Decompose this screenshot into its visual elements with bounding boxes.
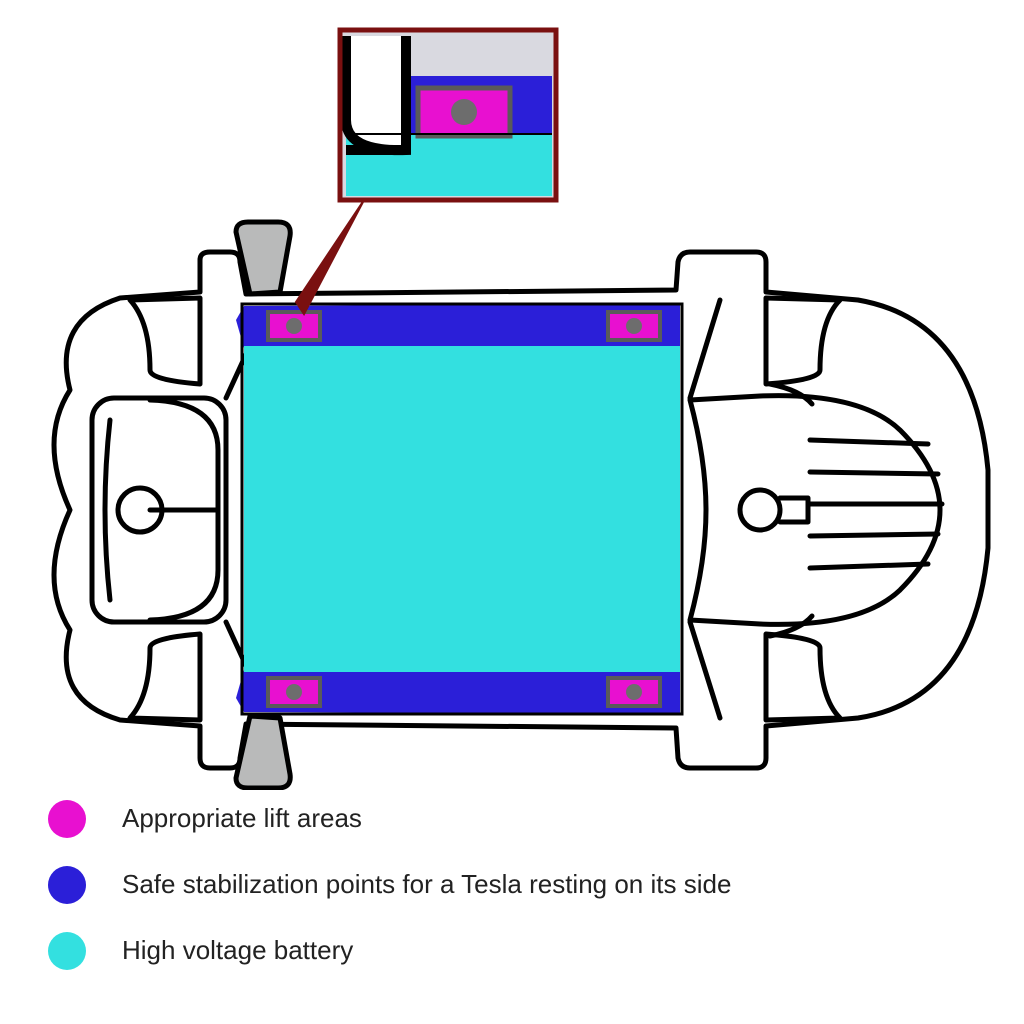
legend-label: High voltage battery: [122, 935, 353, 966]
legend-swatch: [48, 866, 86, 904]
callout-arrow: [296, 200, 364, 314]
legend-item-stabilization: Safe stabilization points for a Tesla re…: [48, 866, 731, 904]
legend-item-lift-areas: Appropriate lift areas: [48, 800, 731, 838]
legend-item-hv-battery: High voltage battery: [48, 932, 731, 970]
hv-battery-area: [244, 346, 680, 672]
legend: Appropriate lift areas Safe stabilizatio…: [48, 800, 731, 998]
legend-swatch: [48, 800, 86, 838]
inset-detail: [340, 30, 556, 200]
legend-label: Appropriate lift areas: [122, 803, 362, 834]
legend-swatch: [48, 932, 86, 970]
vehicle-underside-diagram: [0, 0, 1024, 790]
legend-label: Safe stabilization points for a Tesla re…: [122, 869, 731, 900]
